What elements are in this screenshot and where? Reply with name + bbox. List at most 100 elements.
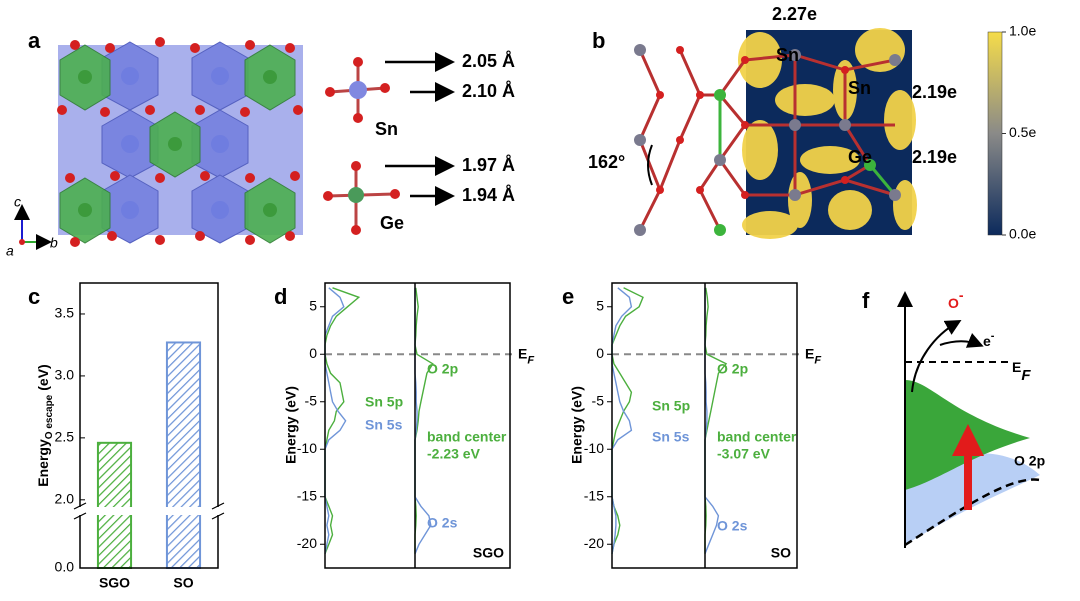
atom-label: Ge bbox=[848, 147, 872, 167]
bar bbox=[96, 441, 133, 570]
axis-label: a bbox=[6, 243, 14, 259]
atom-label: Sn bbox=[848, 78, 871, 98]
charge-label: 2.19e bbox=[912, 147, 957, 167]
panel-label: b bbox=[592, 28, 605, 53]
electron-label: e- bbox=[983, 330, 995, 349]
band-diagram bbox=[897, 291, 1041, 548]
colorbar-tick-label: 1.0e bbox=[1009, 23, 1036, 39]
bond-length: 1.94 Å bbox=[462, 185, 515, 205]
y-tick-label: 5 bbox=[596, 297, 604, 313]
fermi-sub: F bbox=[814, 354, 821, 366]
bond-length: 2.05 Å bbox=[462, 51, 515, 71]
y-tick-label: 0.0 bbox=[55, 559, 75, 575]
band-center-label: band center bbox=[427, 429, 507, 445]
y-tick-label: 0 bbox=[309, 345, 317, 361]
series-label: Sn 5p bbox=[652, 398, 690, 414]
y-axis-label: Energy (eV) bbox=[283, 386, 299, 464]
y-tick-label: 2.0 bbox=[55, 491, 75, 507]
atom-label: Sn bbox=[776, 45, 799, 65]
y-tick-label: -15 bbox=[297, 487, 317, 503]
charge-label: 2.19e bbox=[912, 82, 957, 102]
colorbar-tick-label: 0.5e bbox=[1009, 124, 1036, 140]
fermi-label: EF bbox=[518, 345, 534, 366]
sn-octahedron bbox=[325, 57, 390, 123]
y-tick-label: 3.0 bbox=[55, 367, 75, 383]
x-tick-label: SGO bbox=[99, 575, 130, 591]
ion-charge: - bbox=[959, 287, 964, 303]
orbital-label: O 2p bbox=[1014, 453, 1045, 469]
series-label: O 2s bbox=[717, 518, 748, 534]
charge-label: 2.27e bbox=[772, 4, 817, 24]
band-center-label: -3.07 eV bbox=[717, 446, 771, 462]
fermi-label: EF bbox=[1012, 359, 1031, 385]
axis-break-mark bbox=[211, 502, 225, 510]
panel-label: a bbox=[28, 28, 41, 53]
fermi: E bbox=[1012, 359, 1021, 375]
series-label: O 2s bbox=[427, 515, 458, 531]
dos-curve bbox=[611, 287, 644, 554]
atom-label: Sn bbox=[375, 119, 398, 139]
bond-length: 2.10 Å bbox=[462, 81, 515, 101]
colorbar bbox=[987, 31, 1003, 236]
plot-frame bbox=[79, 282, 219, 569]
y-tick-label: -20 bbox=[584, 535, 604, 551]
series-label: O 2p bbox=[717, 361, 748, 377]
y-axis-label-sub: O escape bbox=[44, 394, 55, 439]
electron: e bbox=[983, 333, 991, 349]
plot-frame bbox=[324, 282, 511, 569]
angle-arc bbox=[647, 144, 653, 186]
y-tick-label: -10 bbox=[297, 440, 317, 456]
band-center-label: band center bbox=[717, 429, 797, 445]
y-tick-label: 0 bbox=[596, 345, 604, 361]
fermi-sub: F bbox=[1021, 367, 1031, 384]
electron-charge: - bbox=[991, 330, 995, 342]
ion: O bbox=[948, 295, 959, 311]
dos-curve bbox=[611, 287, 633, 554]
axis-break-mark bbox=[211, 512, 225, 520]
panel-label: c bbox=[28, 284, 40, 309]
crystal-structure bbox=[57, 37, 303, 247]
y-tick-label: -5 bbox=[305, 392, 318, 408]
panel-label: d bbox=[274, 284, 287, 309]
dos-curve bbox=[704, 287, 720, 555]
y-tick-label: -15 bbox=[584, 487, 604, 503]
panel-label: f bbox=[862, 288, 870, 313]
ge-octahedron bbox=[323, 161, 400, 235]
bond-arrows bbox=[385, 52, 455, 206]
colorbar-tick-label: 0.0e bbox=[1009, 226, 1036, 242]
fermi: E bbox=[805, 345, 814, 361]
x-tick-label: SO bbox=[173, 575, 193, 591]
dos-curve bbox=[414, 287, 434, 554]
y-tick-label: 2.5 bbox=[55, 429, 75, 445]
sample-label: SGO bbox=[473, 545, 504, 561]
axis-break-mark bbox=[73, 512, 87, 520]
fermi: E bbox=[518, 345, 527, 361]
y-tick-label: 3.5 bbox=[55, 305, 75, 321]
y-axis-label-unit: (eV) bbox=[35, 364, 51, 390]
bond-length: 1.97 Å bbox=[462, 155, 515, 175]
y-tick-label: -5 bbox=[592, 392, 605, 408]
fermi-sub: F bbox=[527, 354, 534, 366]
axis-break-gap bbox=[68, 507, 230, 515]
band-center-label: -2.23 eV bbox=[427, 446, 481, 462]
dos-curve bbox=[324, 287, 347, 554]
sample-label: SO bbox=[771, 545, 791, 561]
axis-indicator bbox=[14, 204, 52, 250]
bar bbox=[165, 341, 202, 570]
atoms bbox=[634, 44, 901, 236]
y-axis-label: Energy (eV) bbox=[569, 386, 585, 464]
dos-curve bbox=[324, 287, 361, 555]
series-label: Sn 5s bbox=[652, 429, 690, 445]
y-tick-label: -10 bbox=[584, 440, 604, 456]
series-label: Sn 5s bbox=[365, 417, 403, 433]
axis-label: b bbox=[50, 235, 58, 251]
angle-label: 162° bbox=[588, 152, 625, 172]
y-tick-label: -20 bbox=[297, 535, 317, 551]
y-axis-label: EnergyO escape (eV) bbox=[35, 364, 55, 486]
series-label: O 2p bbox=[427, 361, 458, 377]
axis-break-gap bbox=[77, 507, 83, 515]
ion-label: O- bbox=[948, 287, 964, 311]
panel-label: e bbox=[562, 284, 574, 309]
series-label: Sn 5p bbox=[365, 394, 403, 410]
